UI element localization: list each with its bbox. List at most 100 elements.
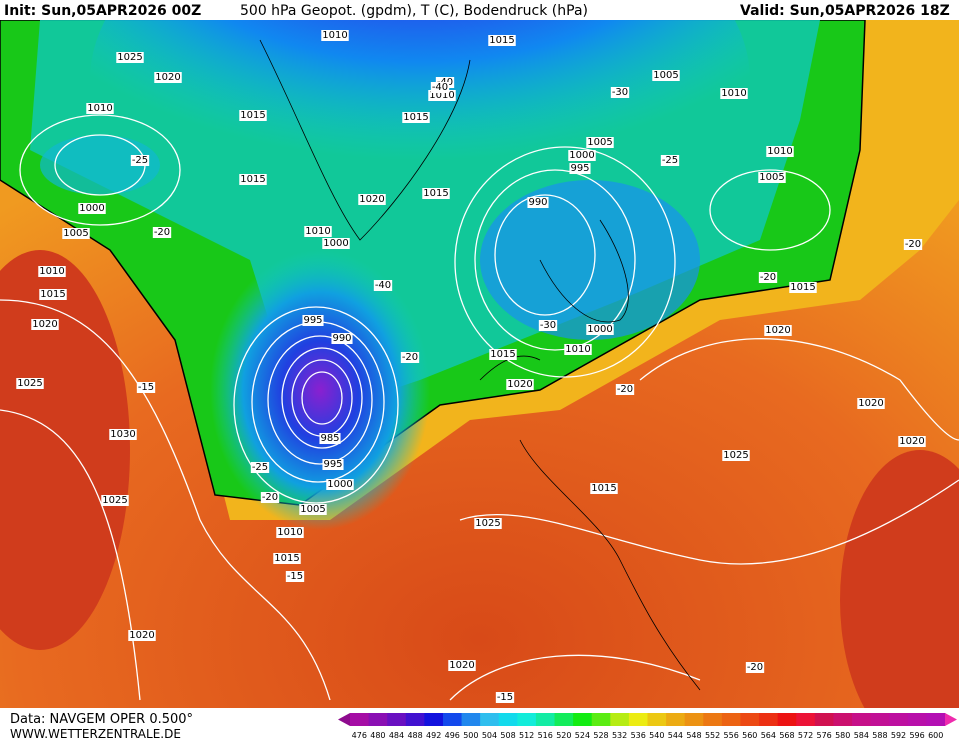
pressure-label-box (764, 325, 792, 336)
pressure-label-box (402, 112, 430, 123)
colorbar-label: 476 (352, 731, 367, 740)
color-swatch (684, 713, 704, 726)
colorbar-label: 592 (891, 731, 906, 740)
pressure-label-box (86, 103, 114, 114)
colorbar-label: 588 (872, 731, 887, 740)
color-swatch (796, 713, 816, 726)
pressure-label: 995 (570, 163, 589, 174)
temperature-label-box (260, 492, 280, 503)
temperature-label-box (758, 272, 778, 283)
temperature-label: -25 (132, 155, 148, 166)
color-swatch (591, 713, 611, 726)
data-source: Data: NAVGEM OPER 0.500° (10, 712, 193, 727)
colorbar-label: 508 (500, 731, 515, 740)
color-swatch (573, 713, 593, 726)
colorbar-label: 552 (705, 731, 720, 740)
color-swatch (759, 713, 779, 726)
temperature-label-box (495, 692, 515, 703)
pressure-label: 1010 (429, 90, 454, 101)
color-swatch (628, 713, 648, 726)
pressure-label: 1010 (305, 226, 330, 237)
pressure-label-box (321, 30, 349, 41)
pressure-label-box (273, 553, 301, 564)
colorbar-label: 568 (779, 731, 794, 740)
valid-time: Valid: Sun,05APR2026 18Z (740, 3, 950, 19)
pressure-label: 1015 (489, 35, 514, 46)
pressure-label-box (428, 90, 456, 101)
temperature-label-box (250, 462, 270, 473)
pressure-label-box (506, 379, 534, 390)
pressure-label: 1005 (300, 504, 325, 515)
colorbar-label: 516 (538, 731, 553, 740)
warm-core (0, 250, 130, 650)
pressure-label: 1010 (767, 146, 792, 157)
labels: 1010 1015 1025 1020 1010 1015 1015 1000 1005 1010… (16, 30, 926, 703)
colorbar-label: 580 (835, 731, 850, 740)
colorbar-label: 480 (370, 731, 385, 740)
pressure-label-box (527, 197, 549, 208)
pressure-label: 1020 (32, 319, 57, 330)
pressure-label: 1005 (587, 137, 612, 148)
pressure-label-box (239, 174, 267, 185)
pressure-label: 1015 (423, 188, 448, 199)
temperature-label: -20 (905, 239, 921, 250)
pressure-label-box (302, 315, 324, 326)
color-swatch (442, 713, 463, 726)
temperature-label-box (285, 571, 305, 582)
temperature-label-box (903, 239, 923, 250)
pressure-label: 1000 (323, 238, 348, 249)
pressure-label: 1015 (591, 483, 616, 494)
pressure-label-box (322, 459, 344, 470)
init-time: Init: Sun,05APR2026 00Z (4, 3, 201, 19)
pressure-label-box (101, 495, 129, 506)
colorbar-label: 572 (798, 731, 813, 740)
pressure-label: 1010 (322, 30, 347, 41)
temperature-label-box (745, 662, 765, 673)
pressure-label-box (586, 324, 614, 335)
pressure-label: 1025 (117, 52, 142, 63)
pressure-label-box (898, 436, 926, 447)
pressure-label: 1020 (129, 630, 154, 641)
temperature-label-box (610, 87, 630, 98)
pressure-label-box (16, 378, 44, 389)
pressure-label: 1015 (274, 553, 299, 564)
pressure-label-box (652, 70, 680, 81)
colorbar-arrow (945, 713, 957, 726)
pressure-label-box (488, 35, 516, 46)
pressure-label-box (304, 226, 332, 237)
warm-core (840, 450, 959, 745)
pressure-label: 1010 (87, 103, 112, 114)
pressure-label-box (720, 88, 748, 99)
pressure-label-box (109, 429, 137, 440)
pressure-label-box (722, 450, 750, 461)
site-name: WWW.WETTERZENTRALE.DE (10, 727, 181, 741)
pressure-label-box (422, 188, 450, 199)
temperature-label-box (130, 155, 150, 166)
color-swatch (517, 713, 537, 726)
pressure-label-box (326, 479, 354, 490)
pressure-label: 1010 (721, 88, 746, 99)
pressure-label-box (39, 289, 67, 300)
temperature-label: -30 (540, 320, 556, 331)
pressure-label-box (116, 52, 144, 63)
color-swatch (387, 713, 407, 726)
pressure-label: 1020 (359, 194, 384, 205)
pressure-label: 1015 (240, 110, 265, 121)
temperature-label: -15 (138, 382, 154, 393)
temperature-label: -20 (617, 384, 633, 395)
pressure-label: 1005 (63, 228, 88, 239)
pressure-label: 1000 (587, 324, 612, 335)
colorbar-label: 544 (668, 731, 683, 740)
color-swatch (852, 713, 872, 726)
temperature-label-box (538, 320, 558, 331)
pressure-label: 1015 (40, 289, 65, 300)
temperature-label: -20 (747, 662, 763, 673)
pressure-label-box (857, 398, 885, 409)
color-swatch (535, 713, 556, 726)
pressure-label: 1025 (723, 450, 748, 461)
colorbar-label: 532 (612, 731, 627, 740)
colorbar-label: 556 (724, 731, 739, 740)
pressure-label: 1005 (759, 172, 784, 183)
